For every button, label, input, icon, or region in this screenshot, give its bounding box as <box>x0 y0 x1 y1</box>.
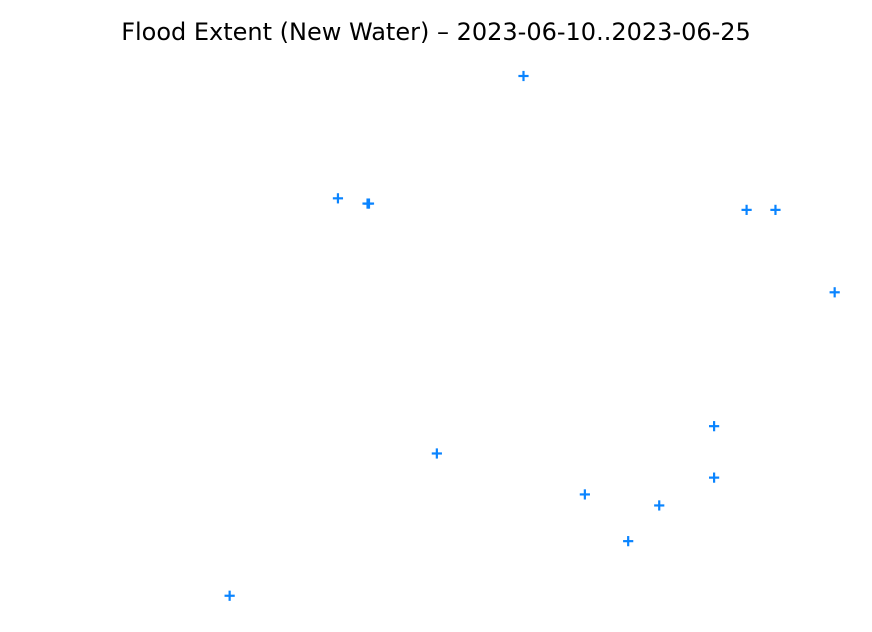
data-point <box>708 421 720 432</box>
data-point <box>431 448 442 459</box>
data-point <box>363 198 375 209</box>
data-point <box>579 489 590 500</box>
data-point <box>741 204 752 215</box>
data-point <box>654 500 665 511</box>
data-point <box>770 204 781 215</box>
data-point <box>224 590 235 601</box>
data-point <box>518 70 529 82</box>
data-point <box>829 287 840 298</box>
data-point <box>708 472 720 483</box>
data-point <box>623 536 634 547</box>
data-point <box>332 193 344 204</box>
plot-area <box>224 70 840 601</box>
chart-title: Flood Extent (New Water) – 2023-06-10..2… <box>121 18 751 46</box>
